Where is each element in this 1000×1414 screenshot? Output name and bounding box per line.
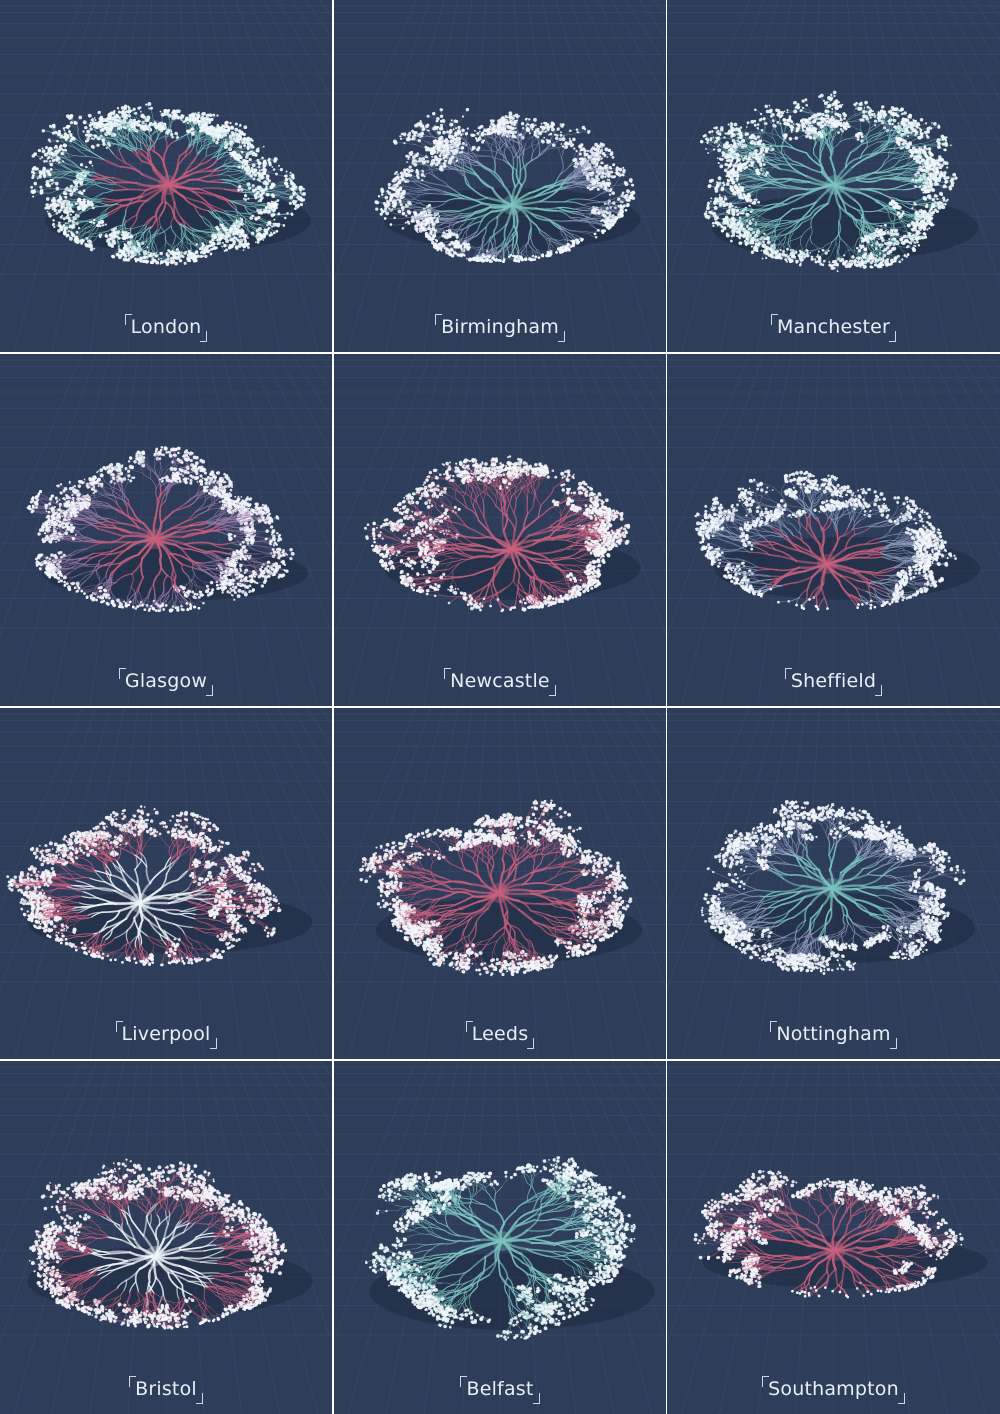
road-network-graphic	[667, 0, 1000, 352]
city-label: London	[0, 314, 332, 342]
city-panel: Newcastle	[334, 354, 666, 706]
city-name: Liverpool	[116, 1021, 217, 1049]
city-label: Southampton	[667, 1376, 1000, 1404]
city-panel: Belfast	[334, 1061, 666, 1414]
road-network-graphic	[0, 354, 332, 706]
city-name: Bristol	[129, 1376, 203, 1404]
city-name: London	[125, 314, 208, 342]
city-panel: Leeds	[334, 708, 666, 1059]
city-label: Manchester	[667, 314, 1000, 342]
city-panel: Manchester	[667, 0, 1000, 352]
city-name: Manchester	[771, 314, 896, 342]
road-network-graphic	[334, 708, 666, 1059]
city-panel: Birmingham	[334, 0, 666, 352]
road-network-graphic	[667, 354, 1000, 706]
city-label: Leeds	[334, 1021, 666, 1049]
road-network-graphic	[667, 708, 1000, 1059]
road-network-graphic	[334, 354, 666, 706]
city-name: Belfast	[460, 1376, 539, 1404]
city-name: Glasgow	[119, 668, 213, 696]
city-name: Birmingham	[435, 314, 565, 342]
city-label: Bristol	[0, 1376, 332, 1404]
road-network-graphic	[667, 1061, 1000, 1414]
city-label: Sheffield	[667, 668, 1000, 696]
city-label: Nottingham	[667, 1021, 1000, 1049]
road-network-graphic	[0, 0, 332, 352]
city-panel: Bristol	[0, 1061, 332, 1414]
city-panel: Sheffield	[667, 354, 1000, 706]
city-name: Southampton	[762, 1376, 905, 1404]
road-network-graphic	[334, 0, 666, 352]
road-network-graphic	[0, 708, 332, 1059]
city-name: Leeds	[466, 1021, 535, 1049]
road-network-graphic	[0, 1061, 332, 1414]
city-panel: London	[0, 0, 332, 352]
city-label: Newcastle	[334, 668, 666, 696]
city-label: Belfast	[334, 1376, 666, 1404]
city-label: Birmingham	[334, 314, 666, 342]
city-panel: Southampton	[667, 1061, 1000, 1414]
city-name: Nottingham	[770, 1021, 896, 1049]
city-panel: Nottingham	[667, 708, 1000, 1059]
city-panel: Liverpool	[0, 708, 332, 1059]
city-label: Liverpool	[0, 1021, 332, 1049]
road-network-graphic	[334, 1061, 666, 1414]
city-name: Newcastle	[444, 668, 556, 696]
city-name: Sheffield	[785, 668, 882, 696]
city-panel: Glasgow	[0, 354, 332, 706]
city-label: Glasgow	[0, 668, 332, 696]
